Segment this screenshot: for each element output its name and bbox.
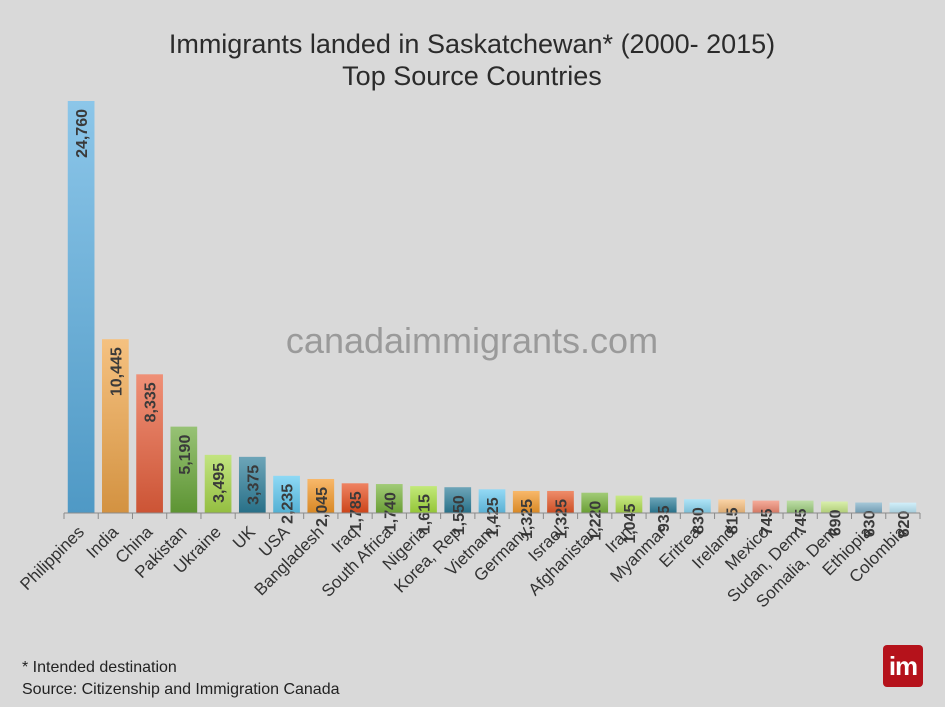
- bar-vietnam: [478, 489, 506, 513]
- footnote-destination: * Intended destination: [22, 659, 177, 676]
- bar-value-label: 5,190: [177, 435, 194, 475]
- bar-afghanistan: [581, 492, 609, 513]
- bar-value-label: 8,335: [143, 382, 160, 422]
- bar-value-label: 3,495: [211, 463, 228, 503]
- bar-value-label: 1,325: [519, 499, 536, 539]
- bar-value-label: 1,615: [417, 494, 434, 534]
- bar-eritrea: [684, 499, 711, 513]
- bar-ireland: [718, 499, 746, 513]
- chart-subtitle: Top Source Countries: [342, 61, 602, 91]
- brand-logo: im: [883, 645, 923, 687]
- bar-value-label: 815: [725, 507, 742, 534]
- bar-bangladesh: [307, 478, 335, 513]
- bar-value-label: 2,235: [280, 484, 297, 524]
- bar-iraq: [341, 483, 369, 513]
- bar-india: [102, 339, 129, 513]
- bar-value-label: 10,445: [108, 347, 125, 396]
- bar-value-label: 1,785: [348, 491, 365, 531]
- bar-value-label: 1,740: [382, 492, 399, 532]
- bar-iran: [615, 495, 643, 513]
- bar-value-label: 1,425: [485, 497, 502, 537]
- x-axis-ticks: [63, 513, 921, 519]
- bar-uk: [238, 456, 266, 513]
- bar-pakistan: [170, 426, 198, 513]
- bar-value-label: 3,375: [245, 465, 262, 505]
- bar-israel: [547, 490, 574, 513]
- bar-philippines: [67, 100, 95, 514]
- bars-layer: 24,760 10,445 8,335 5,190 3,495 3,375 2,235 2,0…: [67, 100, 917, 544]
- bar-sudan-dem: [786, 500, 814, 513]
- bar-value-label: 935: [656, 505, 673, 532]
- bar-colombia: [889, 502, 917, 513]
- bar-china: [136, 374, 163, 513]
- chart-title: Immigrants landed in Saskatchewan* (2000…: [169, 29, 775, 59]
- bar-value-label: 1,550: [451, 495, 468, 535]
- bar-value-label: 1,325: [553, 499, 570, 539]
- bar-usa: [273, 475, 300, 513]
- bar-nigeria: [410, 486, 437, 513]
- bar-mexico: [752, 500, 780, 513]
- bar-germany: [512, 490, 540, 513]
- bar-ukraine: [204, 454, 232, 513]
- bar-value-label: 830: [690, 507, 707, 534]
- bar-south-africa: [375, 484, 403, 513]
- bar-ethiopia: [855, 502, 882, 513]
- bar-value-label: 745: [759, 509, 776, 536]
- bar-value-label: 745: [793, 509, 810, 536]
- bar-somalia-dem: [821, 501, 848, 513]
- bar-value-label: 690: [827, 509, 844, 536]
- bar-value-label: 24,760: [74, 109, 91, 158]
- bar-korea-rep: [444, 487, 472, 513]
- footnote-source: Source: Citizenship and Immigration Cana…: [22, 681, 340, 698]
- bar-value-label: 1,045: [622, 504, 639, 544]
- bar-myanmar: [649, 497, 677, 513]
- bar-value-label: 620: [896, 511, 913, 538]
- bar-value-label: 630: [862, 510, 879, 537]
- bar-value-label: 2,045: [314, 487, 331, 527]
- category-label: Philippines: [16, 522, 88, 594]
- bar-value-label: 1,220: [588, 501, 605, 541]
- watermark: canadaimmigrants.com: [286, 320, 658, 361]
